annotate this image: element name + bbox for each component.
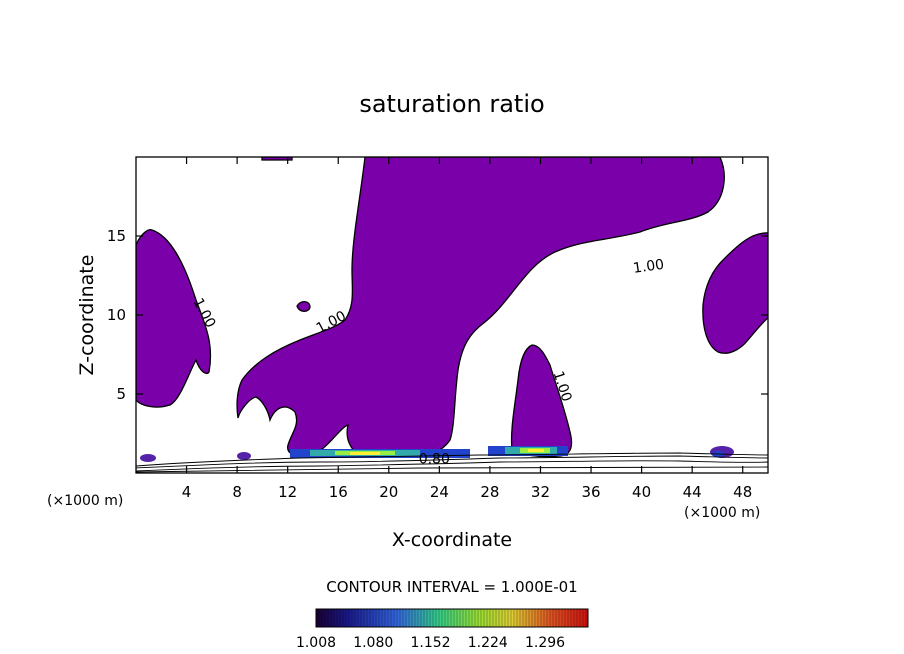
y-tick-label: 5 xyxy=(116,385,126,403)
x-tick-label: 24 xyxy=(430,483,449,501)
contour-label: 1.00 xyxy=(632,257,665,277)
x-unit-label: (×1000 m) xyxy=(684,505,760,521)
x-tick-label: 16 xyxy=(329,483,348,501)
colorbar-tick-label: 1.008 xyxy=(296,635,336,651)
colorbar-tick-label: 1.080 xyxy=(353,635,393,651)
colorbar-stripes xyxy=(318,609,587,627)
x-axis-label: X-coordinate xyxy=(392,529,512,551)
cloud-far-right xyxy=(702,232,768,354)
colorbar-ticks: 1.008 1.080 1.152 1.224 1.296 xyxy=(296,635,565,651)
y-unit-label: (×1000 m) xyxy=(47,493,123,509)
colorbar-tick-label: 1.152 xyxy=(410,635,450,651)
x-tick-label: 20 xyxy=(379,483,398,501)
y-tick-label: 15 xyxy=(107,227,126,245)
x-tick-label: 44 xyxy=(683,483,702,501)
cloud-top-strip xyxy=(261,157,293,161)
x-tick-label: 12 xyxy=(278,483,297,501)
plot-area xyxy=(136,157,768,473)
contour-label: 0.80 xyxy=(419,452,450,468)
y-tick-label: 10 xyxy=(107,306,126,324)
x-tick-label: 28 xyxy=(480,483,499,501)
y-axis-label: Z-coordinate xyxy=(76,255,98,376)
cloud-center xyxy=(236,157,725,457)
supersaturation-fill xyxy=(136,157,768,458)
surface-contours xyxy=(136,452,768,473)
x-tick-label: 40 xyxy=(632,483,651,501)
cloud-left xyxy=(136,229,212,408)
contour-interval-text: CONTOUR INTERVAL = 1.000E-01 xyxy=(326,578,577,596)
x-tick-label: 8 xyxy=(232,483,242,501)
x-tick-label: 4 xyxy=(182,483,192,501)
cloud-blob xyxy=(296,300,311,313)
x-tick-label: 32 xyxy=(531,483,550,501)
y-axis: 5 10 15 xyxy=(107,227,768,403)
colorbar-tick-label: 1.224 xyxy=(468,635,508,651)
x-axis: 4 8 12 16 20 24 28 32 36 40 44 48 xyxy=(182,157,752,501)
chart-title: saturation ratio xyxy=(359,90,544,118)
x-tick-label: 48 xyxy=(733,483,752,501)
colorbar-tick-label: 1.296 xyxy=(525,635,565,651)
x-tick-label: 36 xyxy=(581,483,600,501)
lowlevel-bands xyxy=(140,446,734,462)
